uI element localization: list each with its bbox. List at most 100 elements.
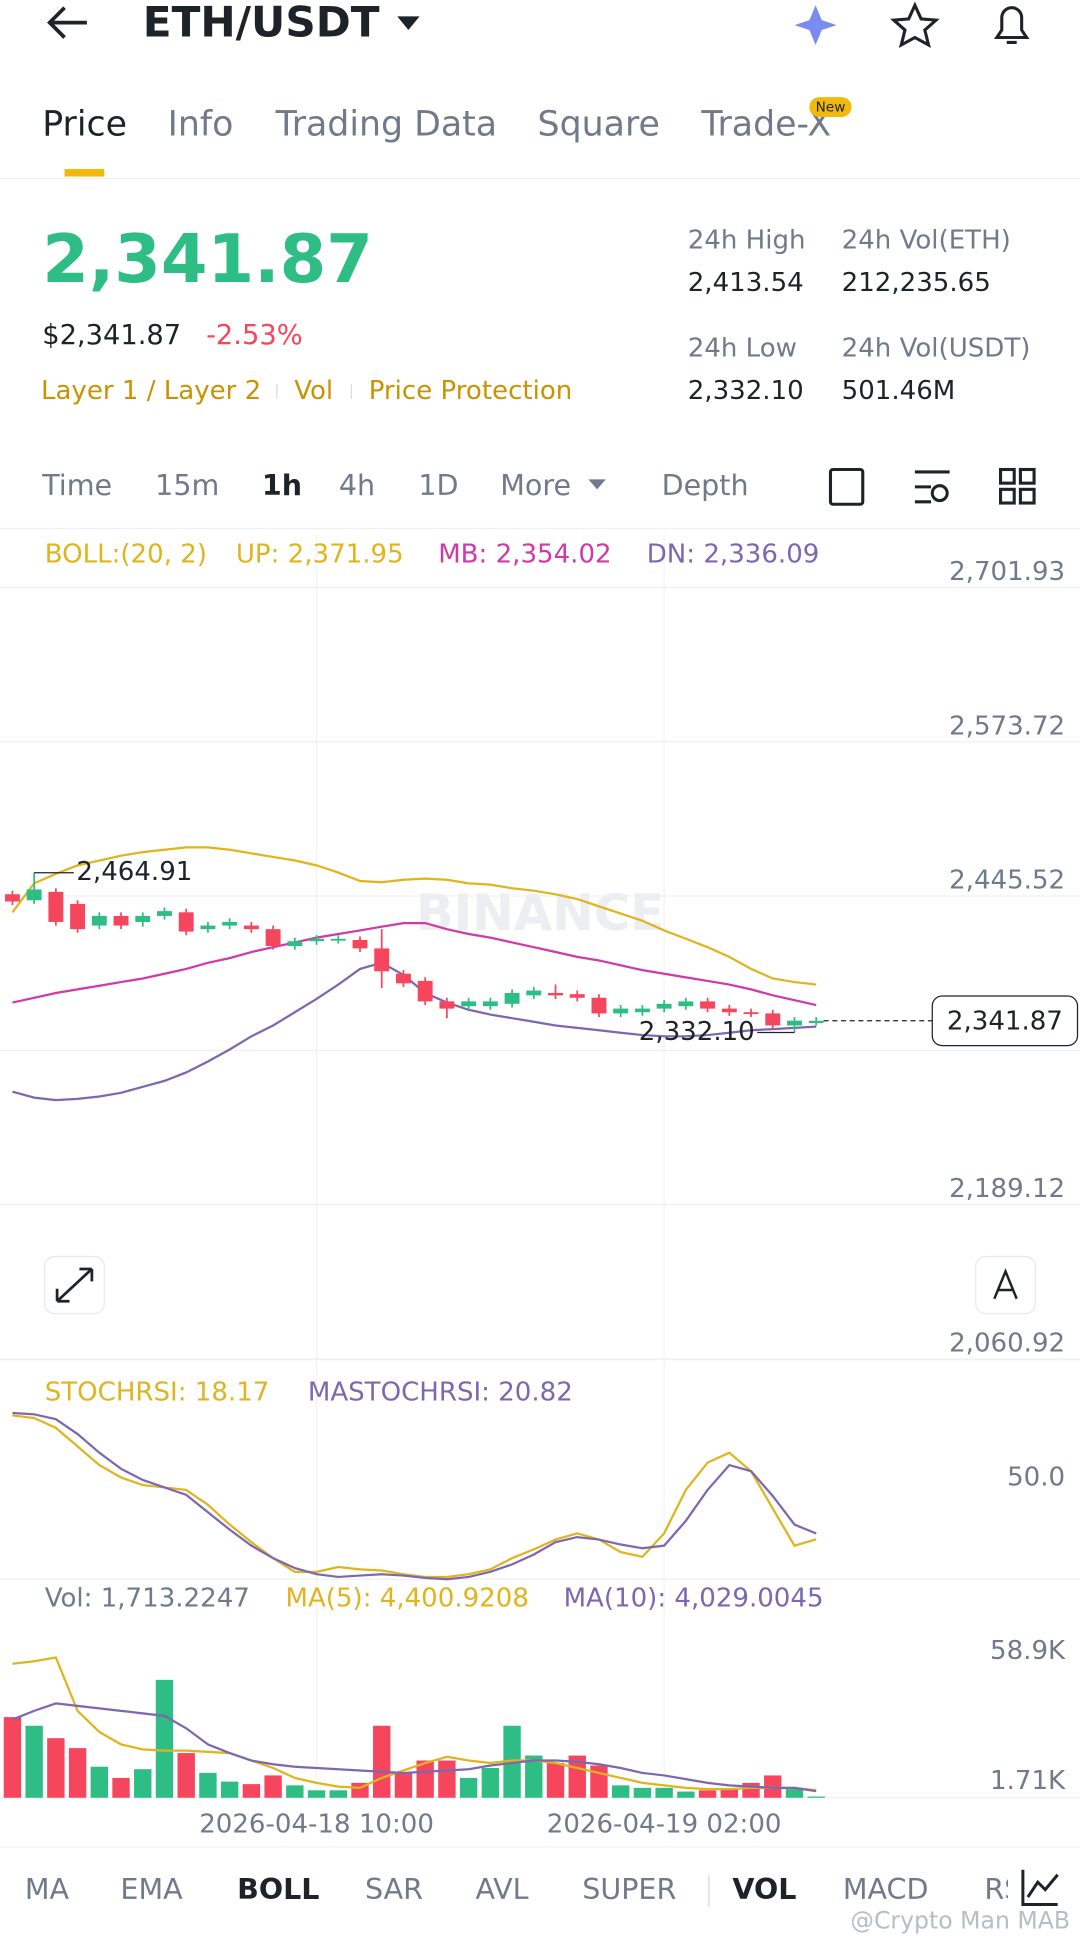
stat-label: 24h High <box>688 226 806 256</box>
volume-bar <box>525 1755 543 1798</box>
timeframe[interactable]: 4h <box>339 468 375 502</box>
indicator-tab[interactable]: SAR <box>365 1872 423 1906</box>
stoch-legend: MASTOCHRSI: 20.82 <box>308 1378 573 1408</box>
volume-bar <box>633 1787 652 1798</box>
tab-indicator <box>64 169 105 177</box>
indicator-tab[interactable]: AVL <box>475 1872 528 1906</box>
volume-bar <box>503 1725 521 1798</box>
stoch-line <box>12 1411 817 1581</box>
favorite-icon[interactable] <box>890 1 940 49</box>
volume-bar <box>698 1790 717 1798</box>
volume-bar <box>612 1785 630 1798</box>
volume-bar <box>546 1763 565 1798</box>
volume-ma-line <box>11 1702 817 1793</box>
candle-body <box>352 940 368 949</box>
y-tick-label: 2,573.72 <box>949 711 1065 741</box>
timeframe[interactable]: 15m <box>155 468 219 502</box>
indicator-tab[interactable]: EMA <box>120 1872 183 1906</box>
candle-body <box>243 925 259 930</box>
candle-body <box>330 938 346 941</box>
timeframe[interactable]: Time <box>41 468 112 502</box>
high-label: 2,464.91 <box>76 857 192 887</box>
stoch-tick-label: 50.0 <box>1007 1463 1065 1493</box>
volume-tick-label: 1.71K <box>990 1766 1066 1796</box>
y-tick-label: 2,189.12 <box>949 1174 1065 1204</box>
volume-bar <box>264 1775 282 1798</box>
candle-body <box>548 992 563 996</box>
timeframe[interactable]: 1D <box>418 468 458 502</box>
tab[interactable]: Trade-X <box>700 105 831 145</box>
indicator-tab[interactable]: SUPER <box>582 1872 676 1906</box>
candle-body <box>135 915 151 922</box>
boll-line <box>12 961 817 1102</box>
volume-ma-line <box>12 1656 817 1792</box>
volume-bar <box>177 1753 195 1798</box>
candle-body <box>721 1008 737 1013</box>
volume-bar <box>329 1790 347 1798</box>
indicator-icon[interactable] <box>914 470 950 504</box>
layout-icon-b <box>1018 467 1036 485</box>
tab[interactable]: Info <box>168 105 234 145</box>
candle-body <box>396 973 411 984</box>
tag[interactable]: Vol <box>294 376 333 406</box>
volume-bar <box>785 1789 804 1798</box>
candle-body <box>374 948 390 972</box>
volume-bar <box>677 1791 695 1798</box>
timeframe[interactable]: 1h <box>262 468 302 502</box>
indicator-settings-icon[interactable] <box>1021 1869 1059 1907</box>
tag[interactable]: Price Protection <box>369 376 573 406</box>
tab[interactable]: Price <box>42 105 127 145</box>
stat-label: 24h Vol(ETH) <box>842 226 1011 256</box>
ai-icon[interactable] <box>794 5 837 45</box>
volume-bar <box>25 1725 43 1798</box>
volume-bar <box>655 1787 673 1798</box>
back-button[interactable] <box>47 6 87 39</box>
volume-bar <box>155 1679 174 1798</box>
x-tick-label: 2026-04-18 10:00 <box>199 1810 434 1840</box>
indicator-tab[interactable]: VOL <box>732 1872 796 1906</box>
indicator-tab[interactable]: BOLL <box>237 1872 319 1906</box>
volume-bar <box>590 1765 608 1798</box>
timeframe[interactable]: Depth <box>662 468 749 502</box>
y-tick-label: 2,701.93 <box>949 557 1065 587</box>
more-dropdown[interactable] <box>588 479 606 490</box>
tag[interactable]: Layer 1 / Layer 2 <box>41 376 261 406</box>
candle-body <box>591 997 607 1014</box>
stat-label: 24h Low <box>688 334 797 364</box>
indicator-bar: MA EMA BOLL SAR AVL SUPER VOL MACD RSI <box>25 1872 1031 1908</box>
volume-bar <box>286 1785 304 1798</box>
volume-bar <box>459 1777 478 1798</box>
layout-icon-a[interactable] <box>999 467 1016 485</box>
indicator-tab[interactable]: MACD <box>843 1872 929 1906</box>
candle-body <box>439 1001 455 1009</box>
candle-body <box>200 925 216 930</box>
volume-bar <box>307 1790 326 1798</box>
tab[interactable]: Square <box>538 105 660 145</box>
fullscreen-icon <box>55 1267 94 1303</box>
auto-scale-button[interactable] <box>975 1255 1036 1315</box>
volume-bar <box>90 1766 108 1798</box>
volume-bar <box>68 1748 87 1798</box>
candle-body <box>656 1003 672 1009</box>
timeframe[interactable]: More <box>500 468 571 502</box>
stat-value: 501.46M <box>842 376 956 406</box>
chart-tools <box>828 467 1036 506</box>
tab[interactable]: Trading Data <box>275 105 498 145</box>
new-badge-text: New <box>816 100 846 116</box>
volume-bar <box>3 1717 22 1798</box>
pair-dropdown[interactable] <box>397 16 420 31</box>
pair-title[interactable]: ETH/USDT <box>143 0 380 47</box>
credit-watermark: @Crypto Man MAB <box>850 1906 1070 1934</box>
alert-icon[interactable] <box>993 6 1030 45</box>
layout-icon-c <box>999 487 1016 505</box>
indicator-tab[interactable]: MA <box>25 1872 70 1906</box>
volume-bar <box>764 1775 782 1798</box>
new-badge <box>809 97 852 117</box>
tag-list: Layer 1 / Layer 2 Vol Price Protection <box>41 376 572 406</box>
chart-settings-icon[interactable] <box>828 467 865 506</box>
candle-body <box>634 1008 650 1013</box>
